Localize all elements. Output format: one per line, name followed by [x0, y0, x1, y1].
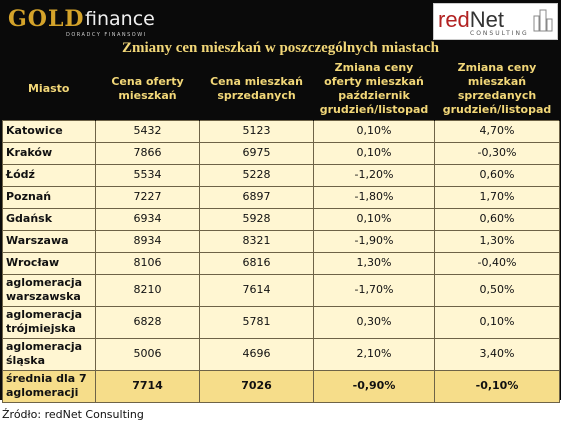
sold-price-cell: 6975 [199, 141, 314, 165]
table-row: aglomeracja śląska 5006 4696 2,10% 3,40% [2, 337, 560, 371]
city-cell: Poznań [2, 185, 96, 209]
table-header-row: Miasto Cena oferty mieszkań Cena mieszka… [2, 59, 560, 120]
offer-change-cell: -1,90% [313, 229, 435, 253]
building-icon [533, 9, 553, 32]
table-row: Poznań 7227 6897 -1,80% 1,70% [2, 185, 560, 209]
sold-price-cell: 8321 [199, 229, 314, 253]
sold-price-cell: 5228 [199, 163, 314, 187]
sold-change-cell: 0,50% [434, 273, 560, 307]
sold-price-cell: 7614 [199, 273, 314, 307]
offer-price-cell: 7227 [95, 185, 200, 209]
sold-change-cell: 1,70% [434, 185, 560, 209]
table-row: aglomeracja trójmiejska 6828 5781 0,30% … [2, 305, 560, 339]
sold-price-cell: 7026 [199, 369, 314, 403]
sold-price-cell: 4696 [199, 337, 314, 371]
price-table: Miasto Cena oferty mieszkań Cena mieszka… [2, 59, 560, 403]
city-cell: Gdańsk [2, 207, 96, 231]
offer-change-cell: 1,30% [313, 251, 435, 275]
sold-change-cell: 4,70% [434, 119, 560, 143]
offer-change-cell: 0,30% [313, 305, 435, 339]
offer-price-cell: 5006 [95, 337, 200, 371]
table-row: aglomeracja warszawska 8210 7614 -1,70% … [2, 273, 560, 307]
column-header-sold-change: Zmiana ceny mieszkań sprzedanych grudzie… [434, 59, 560, 120]
rednet-logo: redNet CONSULTING [433, 3, 558, 40]
column-header-city: Miasto [2, 59, 96, 120]
table-row: Katowice 5432 5123 0,10% 4,70% [2, 119, 560, 143]
sold-price-cell: 5928 [199, 207, 314, 231]
logo-gold-text: GOLD [8, 6, 85, 32]
sold-change-cell: -0,40% [434, 251, 560, 275]
offer-change-cell: -1,20% [313, 163, 435, 187]
offer-change-cell: 0,10% [313, 141, 435, 165]
city-cell: aglomeracja trójmiejska [2, 305, 96, 339]
offer-price-cell: 6828 [95, 305, 200, 339]
sold-change-cell: 0,60% [434, 163, 560, 187]
city-cell: Kraków [2, 141, 96, 165]
sold-change-cell: 0,60% [434, 207, 560, 231]
offer-price-cell: 5534 [95, 163, 200, 187]
table-row: Gdańsk 6934 5928 0,10% 0,60% [2, 207, 560, 231]
sold-price-cell: 6897 [199, 185, 314, 209]
offer-price-cell: 8106 [95, 251, 200, 275]
offer-price-cell: 5432 [95, 119, 200, 143]
offer-change-cell: 2,10% [313, 337, 435, 371]
city-cell: średnia dla 7 aglomeracji [2, 369, 96, 403]
offer-change-cell: -1,80% [313, 185, 435, 209]
sold-change-cell: -0,10% [434, 369, 560, 403]
sold-price-cell: 6816 [199, 251, 314, 275]
offer-change-cell: 0,10% [313, 119, 435, 143]
logo-finance-text: finance [85, 8, 155, 30]
sold-change-cell: 1,30% [434, 229, 560, 253]
table-row: Łódź 5534 5228 -1,20% 0,60% [2, 163, 560, 187]
table-row: Warszawa 8934 8321 -1,90% 1,30% [2, 229, 560, 253]
city-cell: Wrocław [2, 251, 96, 275]
sold-change-cell: 0,10% [434, 305, 560, 339]
sold-price-cell: 5781 [199, 305, 314, 339]
sold-change-cell: 3,40% [434, 337, 560, 371]
city-cell: Łódź [2, 163, 96, 187]
logo-gold-subtitle: DORADCY FINANSOWI [66, 32, 147, 38]
city-cell: aglomeracja śląska [2, 337, 96, 371]
offer-price-cell: 7866 [95, 141, 200, 165]
offer-change-cell: -1,70% [313, 273, 435, 307]
offer-change-cell: 0,10% [313, 207, 435, 231]
logo-rednet-subtitle: CONSULTING [470, 30, 529, 37]
sold-change-cell: -0,30% [434, 141, 560, 165]
city-cell: Warszawa [2, 229, 96, 253]
average-row: średnia dla 7 aglomeracji 7714 7026 -0,9… [2, 369, 560, 403]
offer-price-cell: 7714 [95, 369, 200, 403]
offer-price-cell: 6934 [95, 207, 200, 231]
goldfinance-logo: GOLD finance DORADCY FINANSOWI [8, 6, 168, 38]
column-header-offer-price: Cena oferty mieszkań [95, 59, 200, 120]
sold-price-cell: 5123 [199, 119, 314, 143]
city-cell: Katowice [2, 119, 96, 143]
offer-price-cell: 8210 [95, 273, 200, 307]
table-row: Wrocław 8106 6816 1,30% -0,40% [2, 251, 560, 275]
page-title: Zmiany cen mieszkań w poszczególnych mia… [121, 40, 440, 56]
offer-price-cell: 8934 [95, 229, 200, 253]
city-cell: aglomeracja warszawska [2, 273, 96, 307]
table-row: Kraków 7866 6975 0,10% -0,30% [2, 141, 560, 165]
logo-rednet-text: redNet [438, 7, 505, 32]
offer-change-cell: -0,90% [313, 369, 435, 403]
source-note: Źródło: redNet Consulting [2, 408, 144, 421]
column-header-sold-price: Cena mieszkań sprzedanych [199, 59, 314, 120]
column-header-offer-change: Zmiana ceny oferty mieszkań październik … [313, 59, 435, 120]
